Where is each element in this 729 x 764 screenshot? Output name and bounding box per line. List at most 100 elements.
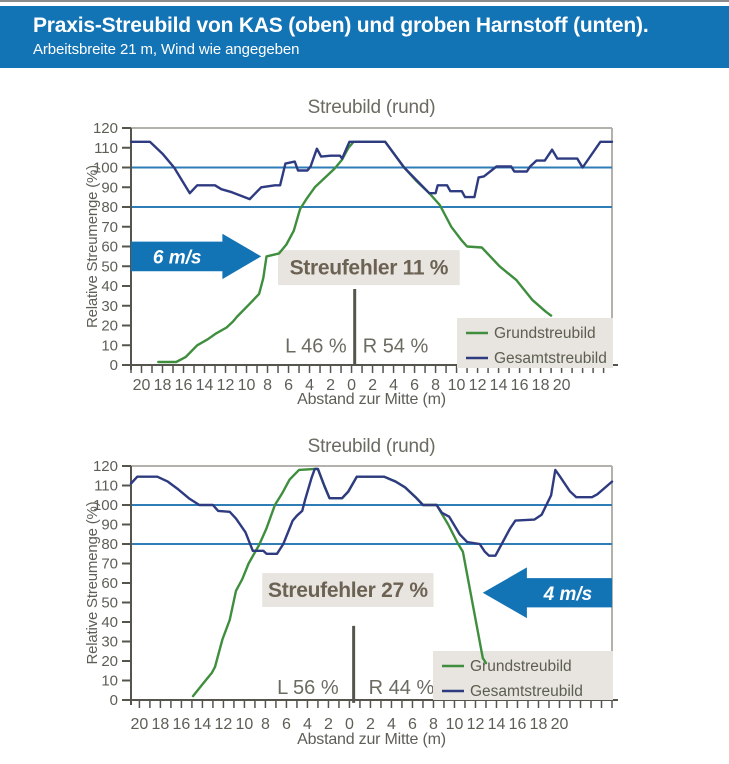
x-tick-label: 12	[469, 377, 487, 394]
x-tick-label: 14	[196, 377, 214, 394]
x-tick-label: 20	[131, 716, 149, 733]
x-tick-label: 10	[238, 377, 256, 394]
x-tick-label: 10	[236, 716, 254, 733]
x-tick-label: 10	[448, 377, 466, 394]
y-tick-label: 20	[101, 653, 118, 670]
y-tick-label: 110	[94, 478, 118, 495]
y-tick-label: 50	[101, 595, 118, 612]
x-tick-label: 2	[324, 716, 333, 733]
left-share-label: L 46 %	[285, 336, 347, 358]
x-tick-label: 4	[389, 377, 398, 394]
x-tick-label: 8	[261, 716, 270, 733]
x-tick-label: 18	[152, 716, 170, 733]
x-tick-label: 18	[532, 377, 550, 394]
x-tick-label: 6	[282, 716, 291, 733]
x-axis-title: Abstand zur Mitte (m)	[297, 731, 446, 748]
y-tick-label: 80	[101, 199, 118, 216]
left-share-label: L 56 %	[277, 677, 339, 699]
wind-arrow-left	[482, 567, 612, 619]
x-tick-label: 8	[431, 377, 440, 394]
legend-label-gesamtstreubild: Gesamtstreubild	[494, 350, 607, 367]
x-tick-label: 4	[305, 377, 314, 394]
x-tick-label: 2	[368, 377, 377, 394]
legend-box	[457, 318, 613, 368]
x-tick-label: 2	[366, 716, 375, 733]
legend-label-grundstreubild: Grundstreubild	[494, 325, 596, 342]
streufehler-label: Streufehler 11 %	[290, 257, 449, 280]
x-tick-label: 10	[446, 716, 464, 733]
streufehler-box	[262, 573, 434, 607]
series-line-grundstreubild	[157, 140, 553, 364]
page-title: Praxis-Streubild von KAS (oben) und grob…	[33, 14, 649, 37]
x-tick-label: 8	[429, 716, 438, 733]
header-banner: Praxis-Streubild von KAS (oben) und grob…	[0, 6, 729, 68]
y-tick-label: 80	[101, 536, 118, 553]
x-tick-label: 18	[530, 716, 548, 733]
y-tick-label: 70	[101, 556, 118, 573]
x-tick-label: 12	[467, 716, 485, 733]
x-tick-label: 6	[284, 377, 293, 394]
y-tick-label: 70	[101, 219, 118, 236]
y-tick-label: 10	[101, 337, 118, 354]
x-tick-label: 0	[345, 716, 354, 733]
x-tick-label: 8	[263, 377, 272, 394]
chart-title: Streubild (rund)	[308, 436, 436, 457]
wind-speed-label: 6 m/s	[153, 247, 202, 268]
y-tick-label: 90	[101, 517, 118, 534]
x-tick-label: 14	[194, 716, 212, 733]
x-tick-label: 4	[387, 716, 396, 733]
wind-arrow-right	[131, 233, 262, 280]
top-rule	[0, 0, 729, 2]
x-tick-label: 16	[173, 716, 191, 733]
chart-title: Streubild (rund)	[308, 97, 436, 118]
y-tick-label: 60	[101, 575, 118, 592]
x-tick-label: 14	[490, 377, 508, 394]
x-tick-label: 20	[133, 377, 151, 394]
y-tick-label: 50	[101, 258, 118, 275]
x-tick-label: 12	[217, 377, 235, 394]
x-tick-label: 12	[215, 716, 233, 733]
x-tick-label: 0	[347, 377, 356, 394]
wind-speed-label: 4 m/s	[543, 584, 593, 605]
legend-label-grundstreubild: Grundstreubild	[470, 658, 572, 675]
y-tick-label: 20	[101, 318, 118, 335]
y-tick-label: 120	[93, 120, 118, 137]
y-axis-title: Relative Streumenge (%)	[84, 165, 101, 328]
y-tick-label: 10	[101, 673, 118, 690]
right-share-label: R 54 %	[363, 336, 429, 358]
series-line-gesamtstreubild	[129, 140, 614, 201]
y-tick-label: 40	[101, 278, 118, 295]
x-tick-label: 4	[303, 716, 312, 733]
y-tick-label: 90	[101, 179, 118, 196]
y-tick-label: 110	[94, 140, 118, 157]
x-tick-label: 16	[511, 377, 529, 394]
streufehler-label: Streufehler 27 %	[268, 579, 428, 602]
y-tick-label: 0	[110, 357, 118, 374]
legend-label-gesamtstreubild: Gesamtstreubild	[470, 683, 583, 700]
y-axis-title: Relative Streumenge (%)	[84, 501, 101, 664]
x-tick-label: 20	[553, 377, 571, 394]
y-tick-label: 120	[93, 458, 118, 475]
y-tick-label: 40	[101, 614, 118, 631]
page-subtitle: Arbeitsbreite 21 m, Wind wie angegeben	[33, 41, 300, 59]
y-tick-label: 0	[110, 692, 118, 709]
x-tick-label: 6	[410, 377, 419, 394]
x-tick-label: 14	[488, 716, 506, 733]
series-line-gesamtstreubild	[129, 467, 614, 557]
y-tick-label: 30	[101, 634, 118, 651]
streufehler-box	[278, 250, 460, 286]
y-tick-label: 60	[101, 239, 118, 256]
x-tick-label: 18	[154, 377, 172, 394]
x-tick-label: 20	[551, 716, 569, 733]
y-tick-label: 100	[93, 160, 118, 177]
x-axis-title: Abstand zur Mitte (m)	[297, 391, 446, 408]
y-tick-label: 30	[101, 298, 118, 315]
y-tick-label: 100	[93, 497, 118, 514]
x-tick-label: 6	[408, 716, 417, 733]
x-tick-label: 16	[509, 716, 527, 733]
right-share-label: R 44 %	[369, 677, 435, 699]
